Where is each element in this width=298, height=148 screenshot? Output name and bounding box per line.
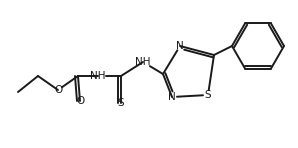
Text: O: O — [54, 85, 62, 95]
Text: NH: NH — [135, 57, 151, 67]
Text: N: N — [176, 41, 184, 51]
Text: N: N — [168, 92, 176, 102]
Text: S: S — [118, 98, 124, 108]
Text: S: S — [205, 90, 211, 100]
Text: NH: NH — [90, 71, 106, 81]
Text: O: O — [76, 96, 84, 106]
